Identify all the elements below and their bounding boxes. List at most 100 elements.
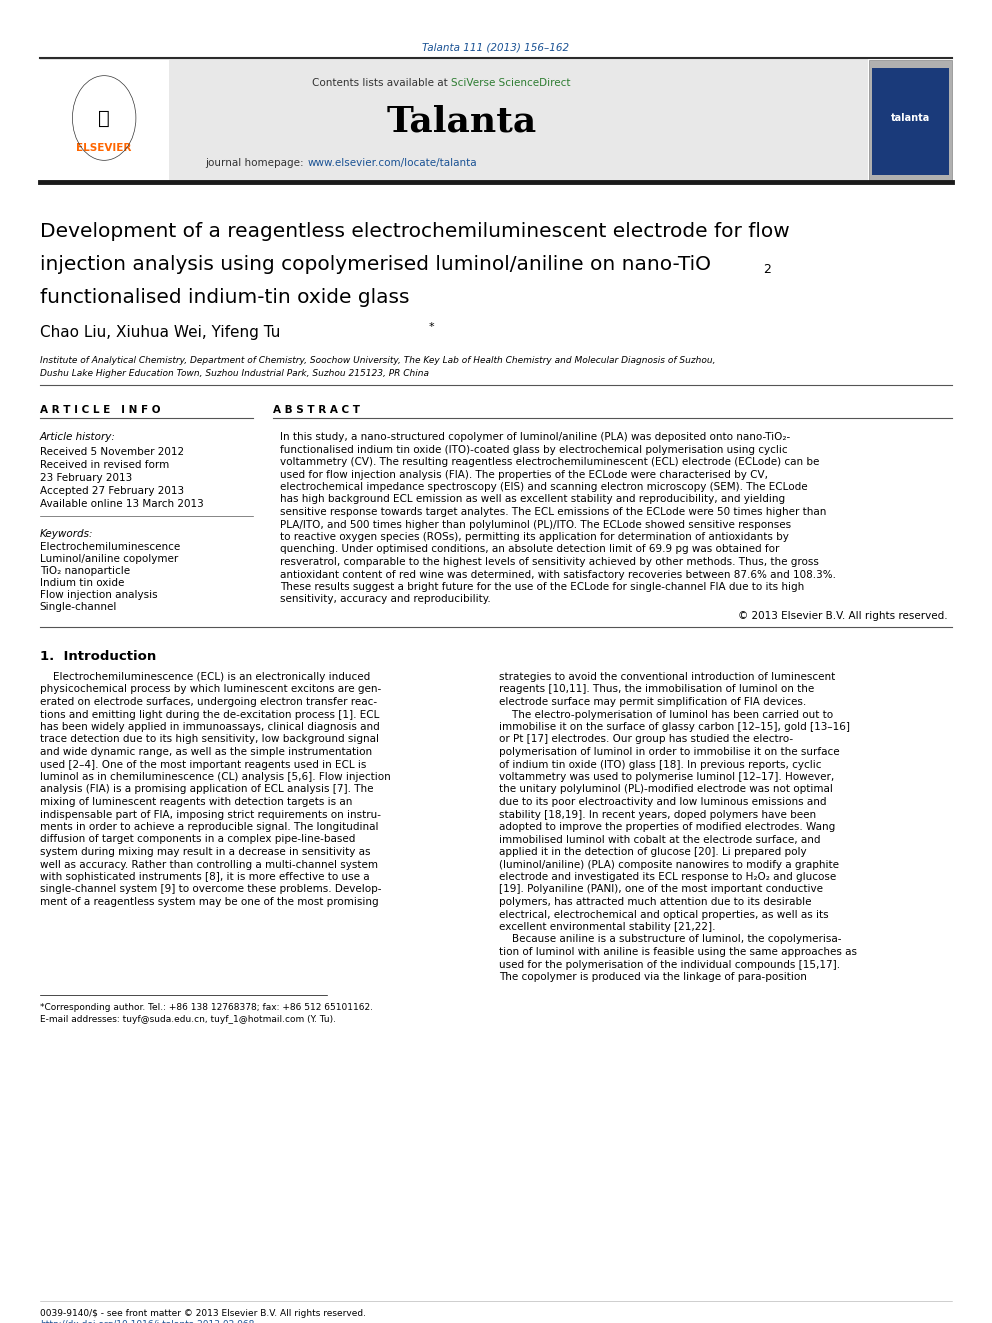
Text: system during mixing may result in a decrease in sensitivity as: system during mixing may result in a dec… xyxy=(40,847,370,857)
Bar xyxy=(869,60,952,180)
Text: Talanta 111 (2013) 156–162: Talanta 111 (2013) 156–162 xyxy=(423,42,569,52)
Text: single-channel system [9] to overcome these problems. Develop-: single-channel system [9] to overcome th… xyxy=(40,885,381,894)
Text: voltammetry was used to polymerise luminol [12–17]. However,: voltammetry was used to polymerise lumin… xyxy=(499,773,834,782)
Text: http://dx.doi.org/10.1016/j.talanta.2013.02.068: http://dx.doi.org/10.1016/j.talanta.2013… xyxy=(40,1320,254,1323)
Text: used for the polymerisation of the individual compounds [15,17].: used for the polymerisation of the indiv… xyxy=(499,959,840,970)
Text: Chao Liu, Xiuhua Wei, Yifeng Tu: Chao Liu, Xiuhua Wei, Yifeng Tu xyxy=(40,325,280,340)
Text: of indium tin oxide (ITO) glass [18]. In previous reports, cyclic: of indium tin oxide (ITO) glass [18]. In… xyxy=(499,759,821,770)
Text: immobilise it on the surface of glassy carbon [12–15], gold [13–16]: immobilise it on the surface of glassy c… xyxy=(499,722,850,732)
Text: voltammetry (CV). The resulting reagentless electrochemiluminescent (ECL) electr: voltammetry (CV). The resulting reagentl… xyxy=(280,456,819,467)
Text: quenching. Under optimised conditions, an absolute detection limit of 69.9 pg wa: quenching. Under optimised conditions, a… xyxy=(280,545,779,554)
Text: (luminol/aniline) (PLA) composite nanowires to modify a graphite: (luminol/aniline) (PLA) composite nanowi… xyxy=(499,860,839,869)
Text: Electrochemiluminescence: Electrochemiluminescence xyxy=(40,542,180,552)
Text: electrode and investigated its ECL response to H₂O₂ and glucose: electrode and investigated its ECL respo… xyxy=(499,872,836,882)
Text: journal homepage:: journal homepage: xyxy=(205,157,308,168)
Text: E-mail addresses: tuyf@suda.edu.cn, tuyf_1@hotmail.com (Y. Tu).: E-mail addresses: tuyf@suda.edu.cn, tuyf… xyxy=(40,1015,335,1024)
Text: Institute of Analytical Chemistry, Department of Chemistry, Soochow University, : Institute of Analytical Chemistry, Depar… xyxy=(40,356,715,365)
Text: ELSEVIER: ELSEVIER xyxy=(76,143,132,153)
Text: tions and emitting light during the de-excitation process [1]. ECL: tions and emitting light during the de-e… xyxy=(40,709,379,720)
Text: Available online 13 March 2013: Available online 13 March 2013 xyxy=(40,499,203,509)
Text: Contents lists available at: Contents lists available at xyxy=(312,78,451,89)
Text: to reactive oxygen species (ROSs), permitting its application for determination : to reactive oxygen species (ROSs), permi… xyxy=(280,532,789,542)
Text: Because aniline is a substructure of luminol, the copolymerisa-: Because aniline is a substructure of lum… xyxy=(499,934,841,945)
Text: due to its poor electroactivity and low luminous emissions and: due to its poor electroactivity and low … xyxy=(499,796,826,807)
Text: Luminol/aniline copolymer: Luminol/aniline copolymer xyxy=(40,554,178,564)
Text: © 2013 Elsevier B.V. All rights reserved.: © 2013 Elsevier B.V. All rights reserved… xyxy=(738,611,947,620)
Text: 2: 2 xyxy=(763,263,771,277)
Text: Talanta: Talanta xyxy=(386,105,537,139)
Text: Received in revised form: Received in revised form xyxy=(40,460,169,470)
Text: Flow injection analysis: Flow injection analysis xyxy=(40,590,158,601)
Text: In this study, a nano-structured copolymer of luminol/aniline (PLA) was deposite: In this study, a nano-structured copolym… xyxy=(280,433,790,442)
Text: A R T I C L E   I N F O: A R T I C L E I N F O xyxy=(40,405,160,415)
Text: 🌿: 🌿 xyxy=(98,108,110,127)
Text: reagents [10,11]. Thus, the immobilisation of luminol on the: reagents [10,11]. Thus, the immobilisati… xyxy=(499,684,814,695)
Text: 23 February 2013: 23 February 2013 xyxy=(40,474,132,483)
Text: These results suggest a bright future for the use of the ECLode for single-chann: These results suggest a bright future fo… xyxy=(280,582,804,591)
Text: TiO₂ nanoparticle: TiO₂ nanoparticle xyxy=(40,566,130,576)
Text: Keywords:: Keywords: xyxy=(40,529,93,538)
Text: Accepted 27 February 2013: Accepted 27 February 2013 xyxy=(40,486,184,496)
Text: [19]. Polyaniline (PANI), one of the most important conductive: [19]. Polyaniline (PANI), one of the mos… xyxy=(499,885,823,894)
Text: Article history:: Article history: xyxy=(40,433,115,442)
Text: with sophisticated instruments [8], it is more effective to use a: with sophisticated instruments [8], it i… xyxy=(40,872,369,882)
Text: PLA/ITO, and 500 times higher than polyluminol (PL)/ITO. The ECLode showed sensi: PLA/ITO, and 500 times higher than polyl… xyxy=(280,520,791,529)
Text: adopted to improve the properties of modified electrodes. Wang: adopted to improve the properties of mod… xyxy=(499,822,835,832)
Text: *: * xyxy=(429,321,434,332)
Text: polymers, has attracted much attention due to its desirable: polymers, has attracted much attention d… xyxy=(499,897,811,908)
Text: Single-channel: Single-channel xyxy=(40,602,117,613)
Text: well as accuracy. Rather than controlling a multi-channel system: well as accuracy. Rather than controllin… xyxy=(40,860,378,869)
Text: luminol as in chemiluminescence (CL) analysis [5,6]. Flow injection: luminol as in chemiluminescence (CL) ana… xyxy=(40,773,391,782)
Text: Indium tin oxide: Indium tin oxide xyxy=(40,578,124,587)
Text: physicochemical process by which luminescent excitons are gen-: physicochemical process by which lumines… xyxy=(40,684,381,695)
Text: polymerisation of luminol in order to immobilise it on the surface: polymerisation of luminol in order to im… xyxy=(499,747,839,757)
Text: or Pt [17] electrodes. Our group has studied the electro-: or Pt [17] electrodes. Our group has stu… xyxy=(499,734,793,745)
Text: the unitary polyluminol (PL)-modified electrode was not optimal: the unitary polyluminol (PL)-modified el… xyxy=(499,785,833,795)
Bar xyxy=(40,60,169,180)
Text: applied it in the detection of glucose [20]. Li prepared poly: applied it in the detection of glucose [… xyxy=(499,847,806,857)
Text: sensitive response towards target analytes. The ECL emissions of the ECLode were: sensitive response towards target analyt… xyxy=(280,507,826,517)
Text: erated on electrode surfaces, undergoing electron transfer reac-: erated on electrode surfaces, undergoing… xyxy=(40,697,377,706)
Text: has high background ECL emission as well as excellent stability and reproducibil: has high background ECL emission as well… xyxy=(280,495,785,504)
Text: Electrochemiluminescence (ECL) is an electronically induced: Electrochemiluminescence (ECL) is an ele… xyxy=(40,672,370,681)
Text: analysis (FIA) is a promising application of ECL analysis [7]. The: analysis (FIA) is a promising applicatio… xyxy=(40,785,373,795)
Text: diffusion of target components in a complex pipe-line-based: diffusion of target components in a comp… xyxy=(40,835,355,844)
Text: and wide dynamic range, as well as the simple instrumentation: and wide dynamic range, as well as the s… xyxy=(40,747,372,757)
Text: has been widely applied in immunoassays, clinical diagnosis and: has been widely applied in immunoassays,… xyxy=(40,722,379,732)
Text: excellent environmental stability [21,22].: excellent environmental stability [21,22… xyxy=(499,922,715,931)
Text: functionalised indium tin oxide (ITO)-coated glass by electrochemical polymerisa: functionalised indium tin oxide (ITO)-co… xyxy=(280,445,788,455)
Text: strategies to avoid the conventional introduction of luminescent: strategies to avoid the conventional int… xyxy=(499,672,835,681)
Text: stability [18,19]. In recent years, doped polymers have been: stability [18,19]. In recent years, dope… xyxy=(499,810,816,819)
Text: immobilised luminol with cobalt at the electrode surface, and: immobilised luminol with cobalt at the e… xyxy=(499,835,820,844)
Text: trace detection due to its high sensitivity, low background signal: trace detection due to its high sensitiv… xyxy=(40,734,379,745)
Text: talanta: talanta xyxy=(891,112,930,123)
Text: used [2–4]. One of the most important reagents used in ECL is: used [2–4]. One of the most important re… xyxy=(40,759,366,770)
Text: ments in order to achieve a reproducible signal. The longitudinal: ments in order to achieve a reproducible… xyxy=(40,822,378,832)
Text: www.elsevier.com/locate/talanta: www.elsevier.com/locate/talanta xyxy=(308,157,477,168)
Text: sensitivity, accuracy and reproducibility.: sensitivity, accuracy and reproducibilit… xyxy=(280,594,490,605)
Text: functionalised indium-tin oxide glass: functionalised indium-tin oxide glass xyxy=(40,288,409,307)
Text: resveratrol, comparable to the highest levels of sensitivity achieved by other m: resveratrol, comparable to the highest l… xyxy=(280,557,818,568)
Text: SciVerse ScienceDirect: SciVerse ScienceDirect xyxy=(451,78,570,89)
Text: ment of a reagentless system may be one of the most promising: ment of a reagentless system may be one … xyxy=(40,897,378,908)
Text: antioxidant content of red wine was determined, with satisfactory recoveries bet: antioxidant content of red wine was dete… xyxy=(280,569,835,579)
Text: indispensable part of FIA, imposing strict requirements on instru-: indispensable part of FIA, imposing stri… xyxy=(40,810,381,819)
Text: The electro-polymerisation of luminol has been carried out to: The electro-polymerisation of luminol ha… xyxy=(499,709,833,720)
Text: electrical, electrochemical and optical properties, as well as its: electrical, electrochemical and optical … xyxy=(499,909,828,919)
Text: *Corresponding author. Tel.: +86 138 12768378; fax: +86 512 65101162.: *Corresponding author. Tel.: +86 138 127… xyxy=(40,1004,373,1012)
Text: The copolymer is produced via the linkage of para-position: The copolymer is produced via the linkag… xyxy=(499,972,806,982)
Text: Dushu Lake Higher Education Town, Suzhou Industrial Park, Suzhou 215123, PR Chin: Dushu Lake Higher Education Town, Suzhou… xyxy=(40,369,429,378)
Text: 1.  Introduction: 1. Introduction xyxy=(40,650,156,663)
Text: used for flow injection analysis (FIA). The properties of the ECLode were charac: used for flow injection analysis (FIA). … xyxy=(280,470,768,479)
Bar xyxy=(872,67,949,175)
Text: 0039-9140/$ - see front matter © 2013 Elsevier B.V. All rights reserved.: 0039-9140/$ - see front matter © 2013 El… xyxy=(40,1308,366,1318)
Text: injection analysis using copolymerised luminol/aniline on nano-TiO: injection analysis using copolymerised l… xyxy=(40,255,710,274)
Text: electrochemical impedance spectroscopy (EIS) and scanning electron microscopy (S: electrochemical impedance spectroscopy (… xyxy=(280,482,807,492)
Text: mixing of luminescent reagents with detection targets is an: mixing of luminescent reagents with dete… xyxy=(40,796,352,807)
Bar xyxy=(40,58,868,183)
Text: Development of a reagentless electrochemiluminescent electrode for flow: Development of a reagentless electrochem… xyxy=(40,222,790,241)
Text: A B S T R A C T: A B S T R A C T xyxy=(273,405,360,415)
Text: Received 5 November 2012: Received 5 November 2012 xyxy=(40,447,184,456)
Text: tion of luminol with aniline is feasible using the same approaches as: tion of luminol with aniline is feasible… xyxy=(499,947,857,957)
Text: electrode surface may permit simplification of FIA devices.: electrode surface may permit simplificat… xyxy=(499,697,806,706)
